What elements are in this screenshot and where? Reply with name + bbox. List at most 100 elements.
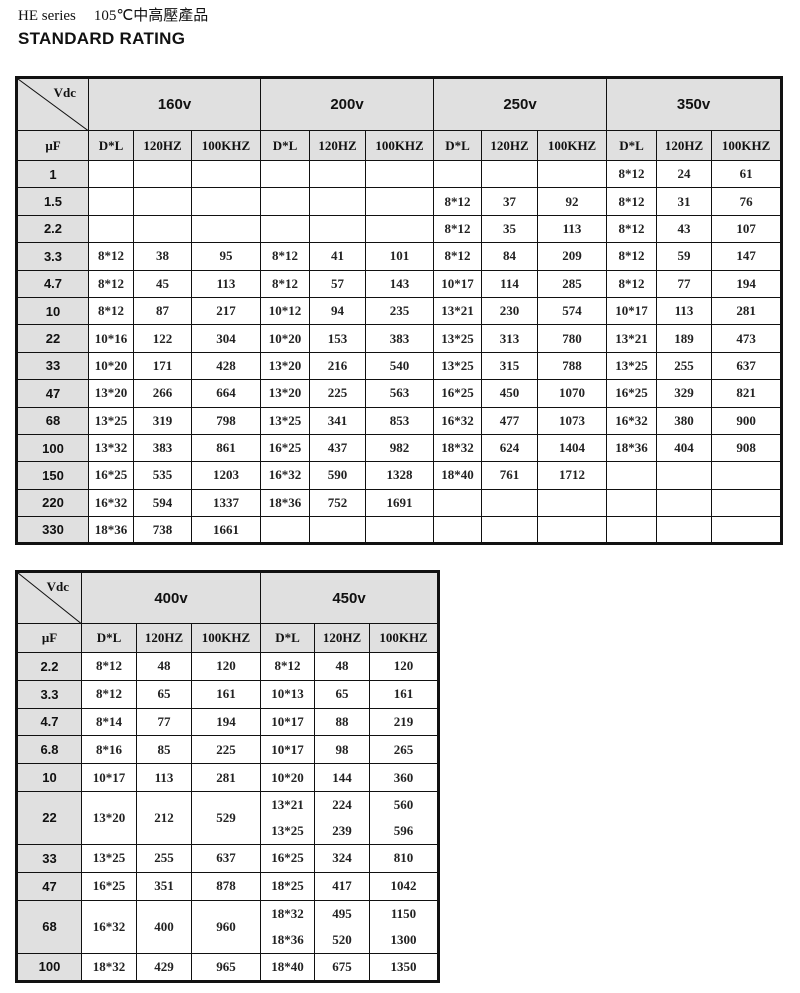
table-row: 68 16*32 400 960 18*32 18*36 495 520 1150 1300	[16, 899, 440, 954]
cell-value: 48	[157, 658, 171, 674]
ripple-100khz-cell: 637	[190, 843, 262, 873]
dimension-cell: 10*20	[260, 324, 311, 353]
dimension-cell: 10*17	[606, 296, 658, 326]
ripple-120hz-cell: 224 239	[314, 790, 371, 845]
ripple-100khz-cell: 574	[537, 296, 608, 326]
ripple-100khz-cell: 101	[365, 242, 435, 271]
dimension-cell: 10*17	[81, 763, 137, 792]
cell-value: 878	[216, 878, 236, 894]
ripple-100khz-cell: 821	[711, 379, 783, 408]
page-title: STANDARD RATING	[18, 29, 186, 48]
dimension-cell: 8*12	[88, 296, 134, 326]
table-row: 220 16*32 594 1337 18*36 752 1691	[16, 488, 783, 518]
ripple-120hz-cell: 495 520	[314, 899, 371, 954]
capacitance-cell: 10	[16, 763, 82, 792]
rating-table-1: Vdc 160v 200v 250v 350v μF D*L 120HZ 100KHZ D*L 12…	[15, 76, 784, 546]
dimension-cell	[606, 461, 658, 490]
ripple-100khz-cell	[365, 159, 435, 189]
ripple-100khz-cell: 209	[537, 242, 608, 271]
table-row: 3.3 8*12 38 95 8*12 41 101 8*12 84 209 8*12 59 147	[16, 242, 783, 271]
ripple-100khz-cell: 285	[537, 269, 608, 298]
ripple-120hz-cell: 59	[656, 242, 713, 271]
dimension-cell: 13*32	[88, 433, 134, 463]
dimension-cell: 18*32	[433, 433, 483, 463]
dimension-cell	[88, 214, 134, 244]
dimension-cell: 8*12	[88, 242, 134, 271]
ripple-120hz-cell: 48	[136, 652, 192, 681]
ripple-120hz-cell	[133, 214, 192, 244]
subheader-ripple-120hz-cell: 120HZ	[656, 130, 713, 161]
ripple-100khz-cell: 95	[190, 242, 262, 271]
ripple-120hz-cell: 255	[656, 351, 713, 381]
ripple-120hz-cell: 417	[314, 871, 371, 901]
ripple-120hz-cell: 324	[314, 843, 371, 873]
ripple-100khz-cell: 982	[365, 433, 435, 463]
ripple-100khz-cell	[190, 159, 262, 189]
ripple-100khz-cell: 76	[711, 187, 783, 216]
table-row: 100 18*32 429 965 18*40 675 1350	[16, 952, 440, 982]
subheader-dimension-cell: D*L	[81, 623, 137, 653]
cell-value: 194	[216, 713, 236, 729]
ripple-100khz-cell: 1337	[190, 488, 262, 518]
uf-label: μF	[16, 130, 89, 161]
voltage-header: 350v	[606, 77, 783, 131]
ripple-120hz-cell: 450	[481, 379, 539, 408]
series-name: HE series	[18, 8, 76, 24]
ripple-120hz-cell: 594	[133, 488, 192, 518]
table-row: 100 13*32 383 861 16*25 437 982 18*32 624 1404 18*…	[16, 433, 783, 463]
table-row: 10 10*17 113 281 10*20 144 360	[16, 763, 440, 792]
cell-value: 161	[216, 686, 236, 702]
capacitance-cell: 330	[16, 516, 89, 545]
ripple-120hz-cell	[656, 461, 713, 490]
ripple-100khz-cell	[365, 214, 435, 244]
cell-value: 8*12	[274, 658, 301, 674]
dimension-cell: 13*21	[433, 296, 483, 326]
cell-value: 360	[393, 769, 414, 785]
cell-value: 13*25	[271, 822, 304, 838]
ripple-120hz-cell: 31	[656, 187, 713, 216]
cell-value: 400	[154, 918, 174, 934]
ripple-120hz-cell: 313	[481, 324, 539, 353]
ripple-100khz-cell: 1712	[537, 461, 608, 490]
table-row: 68 13*25 319 798 13*25 341 853 16*32 477 1073 16*3…	[16, 406, 783, 435]
cell-value: 10*20	[271, 769, 304, 785]
ripple-120hz-cell: 35	[481, 214, 539, 244]
ripple-120hz-cell: 114	[481, 269, 539, 298]
ripple-120hz-cell: 189	[656, 324, 713, 353]
dimension-cell: 16*25	[433, 379, 483, 408]
table-row: 33 10*20 171 428 13*20 216 540 13*25 315 788 13*25…	[16, 351, 783, 381]
table-row: 4.7 8*12 45 113 8*12 57 143 10*17 114 285 8*12 77 19…	[16, 269, 783, 298]
vdc-label: Vdc	[53, 85, 76, 100]
ripple-120hz-cell: 255	[136, 843, 192, 873]
capacitance-cell: 3.3	[16, 679, 82, 709]
ripple-100khz-cell: 1042	[369, 871, 440, 901]
dimension-cell	[433, 488, 483, 518]
ripple-120hz-cell: 98	[314, 735, 371, 765]
cell-value: 520	[332, 931, 352, 947]
dimension-cell: 13*20	[260, 379, 311, 408]
cell-value: 219	[393, 713, 414, 729]
ripple-100khz-cell: 161	[190, 679, 262, 709]
cell-value: 1042	[390, 878, 417, 894]
cell-value: 18*32	[271, 905, 304, 921]
capacitance-cell: 68	[16, 899, 82, 954]
corner-cell: Vdc	[16, 571, 82, 624]
dimension-cell: 13*21	[606, 324, 658, 353]
ripple-120hz-cell: 675	[314, 952, 371, 982]
ripple-100khz-cell: 194	[711, 269, 783, 298]
ripple-100khz-cell: 383	[365, 324, 435, 353]
dimension-cell: 8*12	[260, 269, 311, 298]
subheader-dimension-cell: D*L	[433, 130, 483, 161]
cell-value: 65	[335, 686, 349, 702]
ripple-120hz-cell: 341	[309, 406, 367, 435]
dimension-cell	[433, 159, 483, 189]
subheader-ripple-100khz-cell: 100KHZ	[537, 130, 608, 161]
dimension-cell: 13*20	[81, 790, 137, 845]
ripple-100khz-cell: 61	[711, 159, 783, 189]
ripple-120hz-cell: 87	[133, 296, 192, 326]
ripple-100khz-cell: 1150 1300	[369, 899, 440, 954]
table-row: 3.3 8*12 65 161 10*13 65 161	[16, 679, 440, 709]
voltage-header: 400v	[80, 571, 262, 624]
subheader-ripple-120hz-cell: 120HZ	[481, 130, 539, 161]
ripple-120hz-cell: 404	[656, 433, 713, 463]
